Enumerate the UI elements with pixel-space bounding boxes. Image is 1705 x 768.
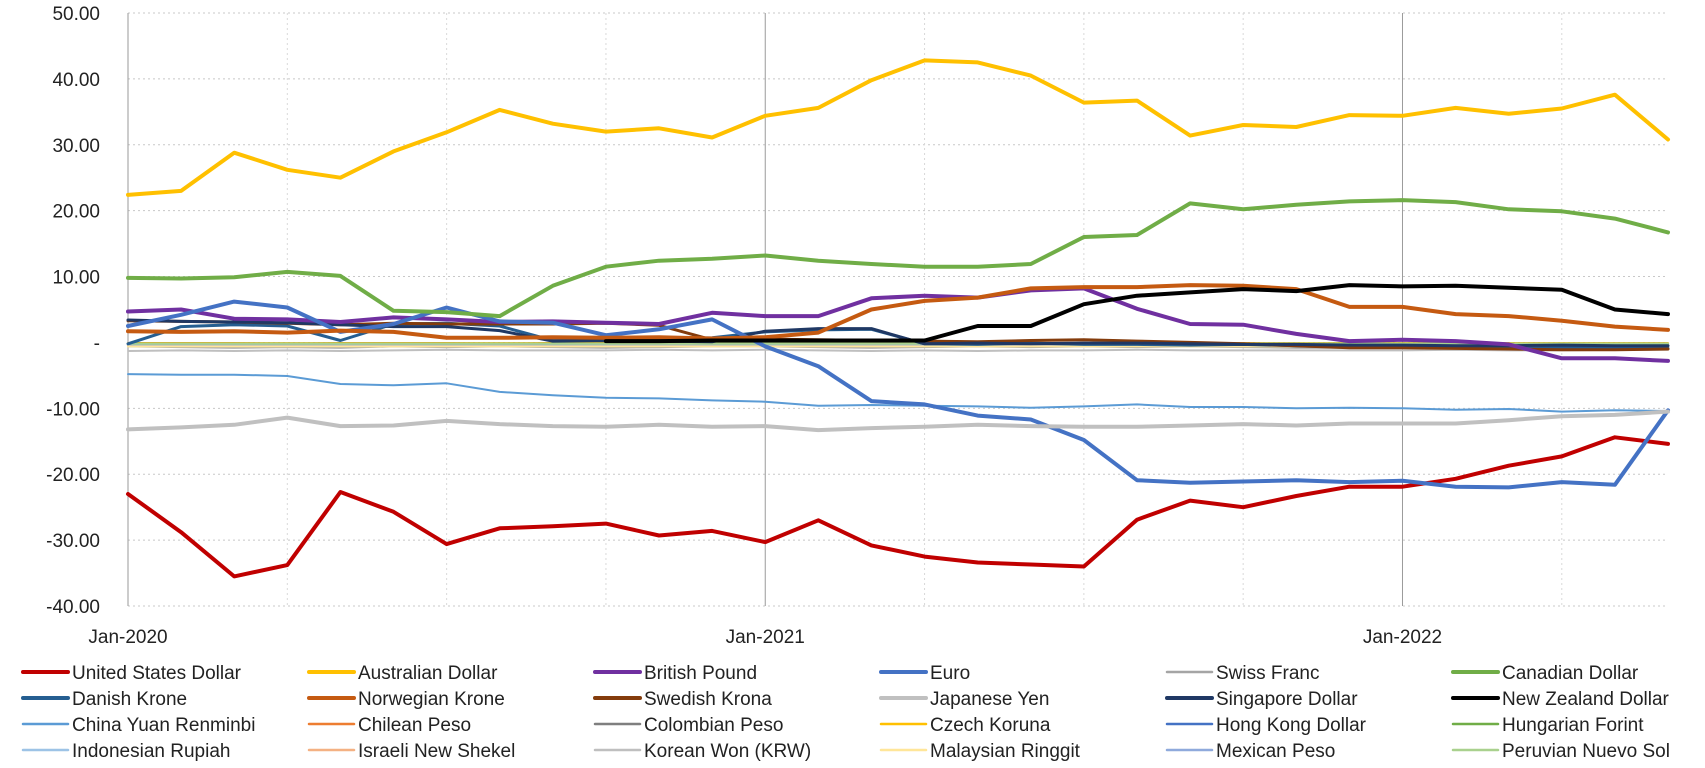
series-line bbox=[126, 283, 1670, 341]
legend-label: Australian Dollar bbox=[358, 663, 498, 684]
legend-label: Hungarian Forint bbox=[1502, 715, 1644, 736]
legend-label: Mexican Peso bbox=[1216, 741, 1335, 762]
legend-label: Israeli New Shekel bbox=[358, 741, 515, 762]
legend-label: Chilean Peso bbox=[358, 715, 471, 736]
x-tick-label: Jan-2020 bbox=[88, 627, 167, 648]
legend-label: Swiss Franc bbox=[1216, 663, 1319, 684]
legend-label: Singapore Dollar bbox=[1216, 689, 1358, 710]
legend-label: Malaysian Ringgit bbox=[930, 741, 1081, 762]
legend-label: Swedish Krona bbox=[644, 689, 772, 710]
x-tick-label: Jan-2021 bbox=[726, 627, 805, 648]
series-line bbox=[603, 283, 1670, 344]
legend: United States Dollar Australian Dollar Bri… bbox=[21, 663, 1670, 762]
y-tick-label: 50.00 bbox=[52, 4, 100, 25]
y-tick-label: - bbox=[94, 333, 100, 354]
y-tick-label: 40.00 bbox=[52, 70, 100, 91]
y-tick-label: -40.00 bbox=[46, 597, 100, 618]
legend-label: Canadian Dollar bbox=[1502, 663, 1639, 684]
x-tick-label: Jan-2022 bbox=[1363, 627, 1442, 648]
grid bbox=[127, 12, 1668, 607]
y-tick-label: 20.00 bbox=[52, 202, 100, 223]
legend-label: Japanese Yen bbox=[930, 689, 1049, 710]
series-line bbox=[126, 299, 1670, 490]
legend-label: China Yuan Renminbi bbox=[72, 715, 255, 736]
y-tick-label: -10.00 bbox=[46, 399, 100, 420]
series-lines bbox=[126, 58, 1670, 579]
legend-label: Indonesian Rupiah bbox=[72, 741, 230, 762]
legend-label: Czech Koruna bbox=[930, 715, 1051, 736]
legend-label: United States Dollar bbox=[72, 663, 242, 684]
legend-label: British Pound bbox=[644, 663, 757, 684]
legend-label: Korean Won (KRW) bbox=[644, 741, 811, 762]
legend-label: Hong Kong Dollar bbox=[1216, 715, 1367, 736]
y-tick-label: 30.00 bbox=[52, 136, 100, 157]
legend-label: Norwegian Krone bbox=[358, 689, 505, 710]
series-line bbox=[126, 198, 1670, 319]
y-tick-label: 10.00 bbox=[52, 268, 100, 289]
series-line bbox=[127, 373, 1669, 413]
series-line bbox=[126, 58, 1670, 197]
legend-label: Euro bbox=[930, 663, 970, 684]
y-tick-label: -20.00 bbox=[46, 465, 100, 486]
legend-label: Peruvian Nuevo Sol bbox=[1502, 741, 1670, 762]
legend-label: Colombian Peso bbox=[644, 715, 783, 736]
axes: 50.00 40.00 30.00 20.00 10.00 - -10.00 -20.00 -3… bbox=[46, 4, 1442, 648]
series-line bbox=[126, 435, 1670, 579]
y-tick-label: -30.00 bbox=[46, 531, 100, 552]
legend-label: Danish Krone bbox=[72, 689, 187, 710]
series-line bbox=[126, 409, 1670, 433]
series-line bbox=[126, 286, 1670, 363]
series-line bbox=[127, 348, 1669, 352]
legend-label: New Zealand Dollar bbox=[1502, 689, 1670, 710]
